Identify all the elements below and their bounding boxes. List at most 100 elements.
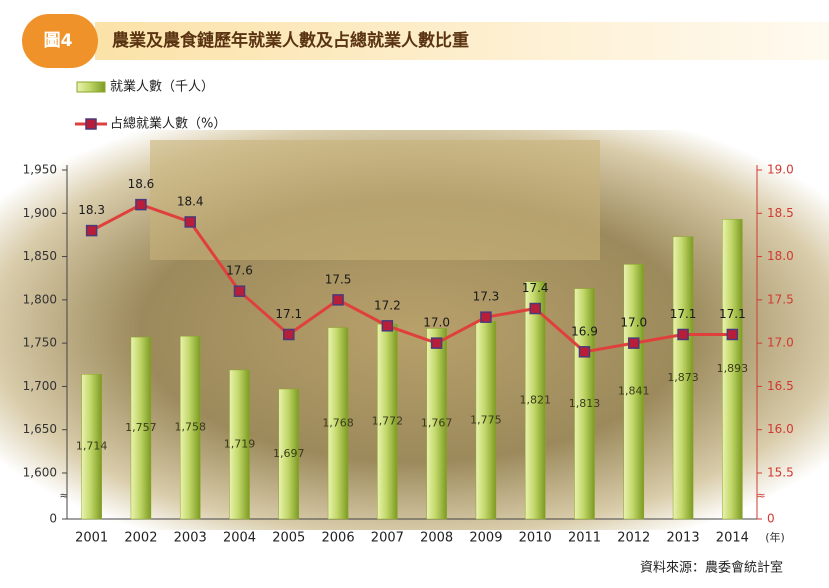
x-tick-label: 2001 [75, 531, 108, 546]
line-value-label: 17.4 [522, 281, 549, 295]
line-marker [480, 311, 492, 323]
bar [524, 281, 546, 520]
x-tick-label: 2011 [568, 531, 601, 546]
bar-value-label: 1,758 [174, 421, 206, 434]
source: 資料來源：農委會統計室 [640, 560, 783, 576]
bar [179, 335, 201, 520]
bar [229, 369, 250, 520]
y2-tick-label: 17.0 [767, 336, 794, 350]
bar-value-label: 1,821 [519, 393, 551, 406]
x-tick-label: 2004 [223, 531, 256, 546]
line-marker [233, 285, 246, 297]
bar [278, 388, 300, 520]
line-value-label: 16.9 [571, 324, 598, 338]
line-marker [578, 346, 591, 358]
x-tick-label: 2005 [272, 531, 305, 546]
x-tick-label: 2010 [519, 531, 552, 546]
x-tick-label: 2002 [124, 531, 157, 546]
y-tick-label: 1,700 [23, 379, 57, 393]
line-value-label: 17.3 [473, 290, 500, 304]
line-marker [381, 320, 394, 332]
bar [623, 264, 645, 520]
line-value-label: 18.4 [177, 194, 204, 208]
bar [130, 336, 152, 520]
y2-tick-label: 19.0 [767, 163, 794, 177]
x-tick-label: 2006 [322, 531, 355, 546]
legend-swatch [76, 81, 106, 93]
bar [672, 236, 694, 520]
y-tick-label: 0 [49, 512, 57, 526]
axis-break: ≈ [756, 489, 765, 502]
bar-value-label: 1,757 [125, 421, 157, 434]
x-tick-label: 2003 [174, 531, 207, 546]
line-marker [628, 337, 640, 349]
y2-tick-label: 0 [767, 512, 775, 526]
x-tick-label: 2008 [420, 531, 453, 546]
x-tick-label: 2013 [667, 531, 700, 546]
y2-tick-label: 16.0 [767, 422, 794, 436]
chart-title: 農業及農食鏈歷年就業人數及占總就業人數比重 [112, 30, 469, 51]
x-unit: (年) [765, 530, 785, 544]
bar-value-label: 1,767 [421, 417, 453, 430]
line-marker [677, 328, 689, 341]
line [90, 202, 733, 354]
line-marker [726, 328, 739, 341]
y2-tick-label: 16.5 [767, 379, 794, 393]
line-marker [184, 216, 196, 228]
line-marker [85, 224, 98, 237]
backdrop [150, 140, 600, 260]
y-tick-label: 1,650 [23, 422, 57, 436]
line-value-label: 17.1 [670, 307, 697, 321]
line-value-label: 17.1 [275, 307, 302, 321]
legend-label: 就業人數（千人） [110, 79, 214, 95]
line-value-label: 17.1 [719, 307, 746, 321]
y-tick-label: 1,600 [23, 466, 57, 480]
y-tick-label: 1,900 [23, 206, 57, 220]
bar [81, 374, 102, 520]
bar-value-label: 1,841 [618, 385, 650, 398]
y2-tick-label: 17.5 [767, 292, 794, 306]
x-tick-label: 2009 [469, 531, 502, 546]
line-marker [135, 198, 147, 211]
x-tick-label: 2012 [617, 531, 650, 546]
y2-tick-label: 15.5 [767, 466, 794, 480]
axis-break: ≈ [59, 489, 68, 502]
bar [327, 327, 349, 520]
line-marker [430, 337, 443, 349]
y-tick-label: 1,750 [23, 336, 57, 350]
y-tick-label: 1,800 [23, 292, 57, 306]
line-value-label: 17.6 [226, 264, 253, 278]
bar [426, 328, 447, 520]
bar-value-label: 1,772 [372, 415, 404, 428]
bar [722, 219, 743, 520]
line-marker [283, 328, 295, 341]
line-value-label: 17.0 [423, 316, 450, 330]
line-value-label: 18.6 [128, 177, 155, 191]
line-value-label: 17.0 [620, 316, 647, 330]
bar-value-label: 1,775 [470, 413, 502, 426]
bar-value-label: 1,697 [273, 447, 305, 460]
x-tick-label: 2014 [716, 531, 749, 546]
bar-value-label: 1,893 [717, 362, 749, 375]
title-bar [95, 22, 829, 60]
figure-badge [22, 14, 98, 68]
bar-value-label: 1,768 [322, 416, 354, 429]
bar-value-label: 1,813 [569, 397, 601, 410]
y2-tick-label: 18.0 [767, 249, 794, 263]
legend-label: 占總就業人數（%） [110, 116, 226, 132]
figure-label: 圖4 [44, 31, 73, 51]
legend-marker [85, 118, 97, 130]
line-marker [332, 294, 344, 306]
bar-value-label: 1,714 [76, 440, 108, 453]
y2-tick-label: 18.5 [767, 206, 794, 220]
line-marker [529, 302, 541, 315]
line-value-label: 17.5 [325, 272, 352, 286]
bar-value-label: 1,719 [224, 437, 256, 450]
y-tick-label: 1,950 [23, 163, 57, 177]
line-value-label: 18.3 [78, 203, 105, 217]
y-tick-label: 1,850 [23, 249, 57, 263]
line-value-label: 17.2 [374, 298, 401, 312]
bar-value-label: 1,873 [667, 371, 699, 384]
x-tick-label: 2007 [371, 531, 404, 546]
